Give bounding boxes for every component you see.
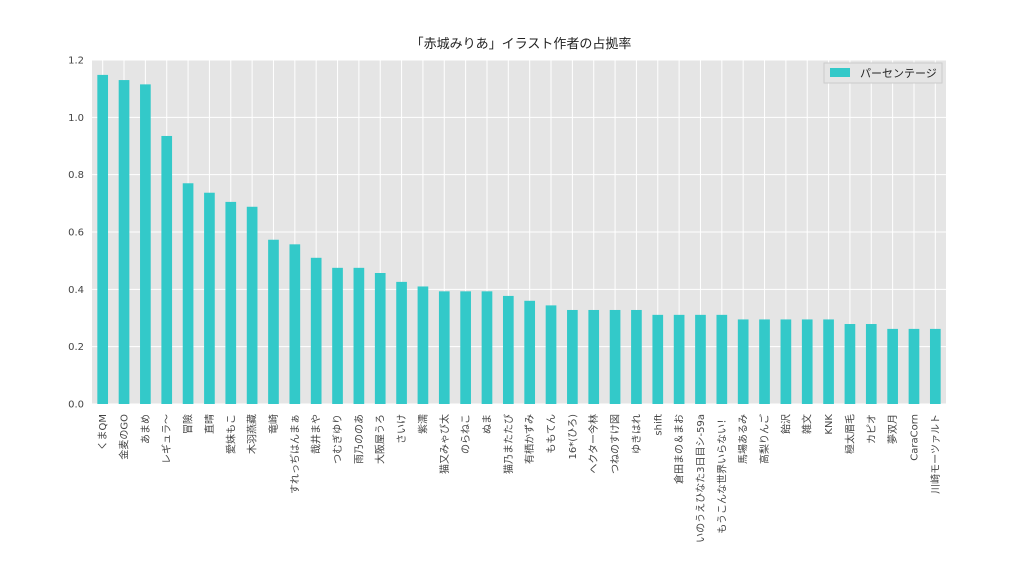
legend: パーセンテージ <box>823 62 943 84</box>
y-tick-label: 0.4 <box>68 285 84 296</box>
bar <box>524 300 536 404</box>
bar <box>204 192 215 404</box>
legend-swatch <box>830 68 850 77</box>
legend-box <box>823 62 943 84</box>
bar <box>887 328 898 404</box>
bar <box>588 309 600 404</box>
bar <box>161 135 173 404</box>
bar <box>609 309 621 404</box>
x-tick-label: 直晴 <box>203 414 216 434</box>
x-tick-label: 夢双月 <box>886 414 899 444</box>
y-tick-label: 1.2 <box>68 56 84 67</box>
bar <box>332 267 343 404</box>
bar <box>631 309 642 404</box>
x-tick-label: ヘクター今林 <box>587 414 600 474</box>
bar <box>438 291 450 404</box>
bar <box>737 319 749 404</box>
bar <box>268 239 279 404</box>
bar <box>716 314 728 404</box>
x-tick-label: 高梨りんご <box>758 414 771 464</box>
bar <box>801 319 813 404</box>
bar <box>310 257 322 404</box>
x-tick-label: 大阪屋うろ <box>374 414 387 464</box>
x-tick-label: 雑文 <box>801 414 814 434</box>
y-tick-label: 0.8 <box>68 170 84 181</box>
x-tick-label: いのうえひなた3日目シ-59a <box>695 414 707 543</box>
bar <box>118 80 130 405</box>
x-tick-label: 川崎モーツァルト <box>929 414 942 494</box>
x-tick-label: レギュラ～ <box>161 414 173 464</box>
x-tick-label: ゆきはれ <box>631 414 643 454</box>
bar <box>929 328 941 404</box>
x-tick-label: KNK <box>824 414 835 435</box>
y-tick-label: 0.6 <box>68 228 84 239</box>
bar <box>417 286 429 404</box>
x-axis-ticks: くまQM 金麦のGO あまめ レギュラ～ 冒險 直晴 愛妹もこ 木羽燕藏 竜崎 すれっぢはんまぁ哉… <box>97 414 942 543</box>
bar <box>140 84 151 404</box>
bar <box>481 291 493 404</box>
bar <box>502 295 514 404</box>
bar <box>353 267 365 404</box>
legend-label: パーセンテージ <box>860 67 937 80</box>
chart-title: 「赤城みりあ」イラスト作者の占拠率 <box>411 36 632 52</box>
bar <box>844 324 856 404</box>
bar <box>652 314 664 404</box>
bar <box>865 324 877 404</box>
x-tick-label: つねのすけ図 <box>610 414 622 474</box>
x-tick-label: 紫濡 <box>417 414 429 434</box>
x-tick-label: あまめ <box>140 414 152 444</box>
x-tick-label: もうこんな世界いらない！ <box>716 414 728 534</box>
bar <box>545 305 557 404</box>
y-tick-label: 0.0 <box>68 400 84 411</box>
x-tick-label: 極太眉毛 <box>843 414 856 454</box>
bar <box>695 314 706 404</box>
y-tick-label: 1.0 <box>68 113 84 124</box>
bar <box>780 319 792 404</box>
bar <box>374 272 386 404</box>
bar <box>97 74 109 404</box>
bar <box>908 328 920 404</box>
x-tick-label: 猫乃またたび <box>502 414 515 474</box>
x-tick-label: さいけ <box>396 414 408 444</box>
x-tick-label: カピオ <box>866 414 878 444</box>
bar <box>396 281 407 404</box>
bar <box>246 206 258 404</box>
x-tick-label: くまQM <box>97 414 109 451</box>
x-tick-label: CaraCorn <box>909 414 920 461</box>
y-axis-ticks: 0.0 0.2 0.4 0.6 0.8 1.0 1.2 <box>68 56 84 411</box>
y-tick-label: 0.2 <box>68 342 84 353</box>
x-tick-label: 倉田まの＆まお <box>673 414 686 484</box>
x-tick-label: ぬま <box>481 414 493 434</box>
x-tick-label: すれっぢはんまぁ <box>288 414 301 494</box>
x-tick-label: 哉井まや <box>310 414 323 454</box>
bar <box>289 244 301 404</box>
bar <box>759 319 770 404</box>
x-tick-label: 木羽燕藏 <box>247 414 259 454</box>
x-tick-label: ももてん <box>546 414 558 454</box>
x-tick-label: 雨乃ののあ <box>353 414 365 464</box>
bar <box>460 291 471 404</box>
x-tick-label: shift <box>653 414 664 436</box>
x-tick-label: 愛妹もこ <box>224 414 237 454</box>
bar <box>182 183 194 404</box>
bar <box>673 314 685 404</box>
bar <box>823 319 834 404</box>
x-tick-label: 飴沢 <box>779 414 792 434</box>
x-tick-label: 16*(ひろ) <box>568 414 579 460</box>
bar <box>225 201 237 404</box>
x-tick-label: のらねこ <box>460 414 472 454</box>
x-tick-label: つむぎゆり <box>331 414 344 464</box>
x-tick-label: 馬場あるみ <box>737 414 750 464</box>
x-tick-label: 有栖かずみ <box>523 414 536 464</box>
x-tick-label: 竜崎 <box>267 414 280 434</box>
x-tick-label: 猫又みゃび太 <box>438 414 451 474</box>
x-tick-label: 冒險 <box>182 414 195 434</box>
bars <box>97 74 941 405</box>
x-tick-label: 金麦のGO <box>118 414 131 460</box>
bar <box>567 309 578 404</box>
